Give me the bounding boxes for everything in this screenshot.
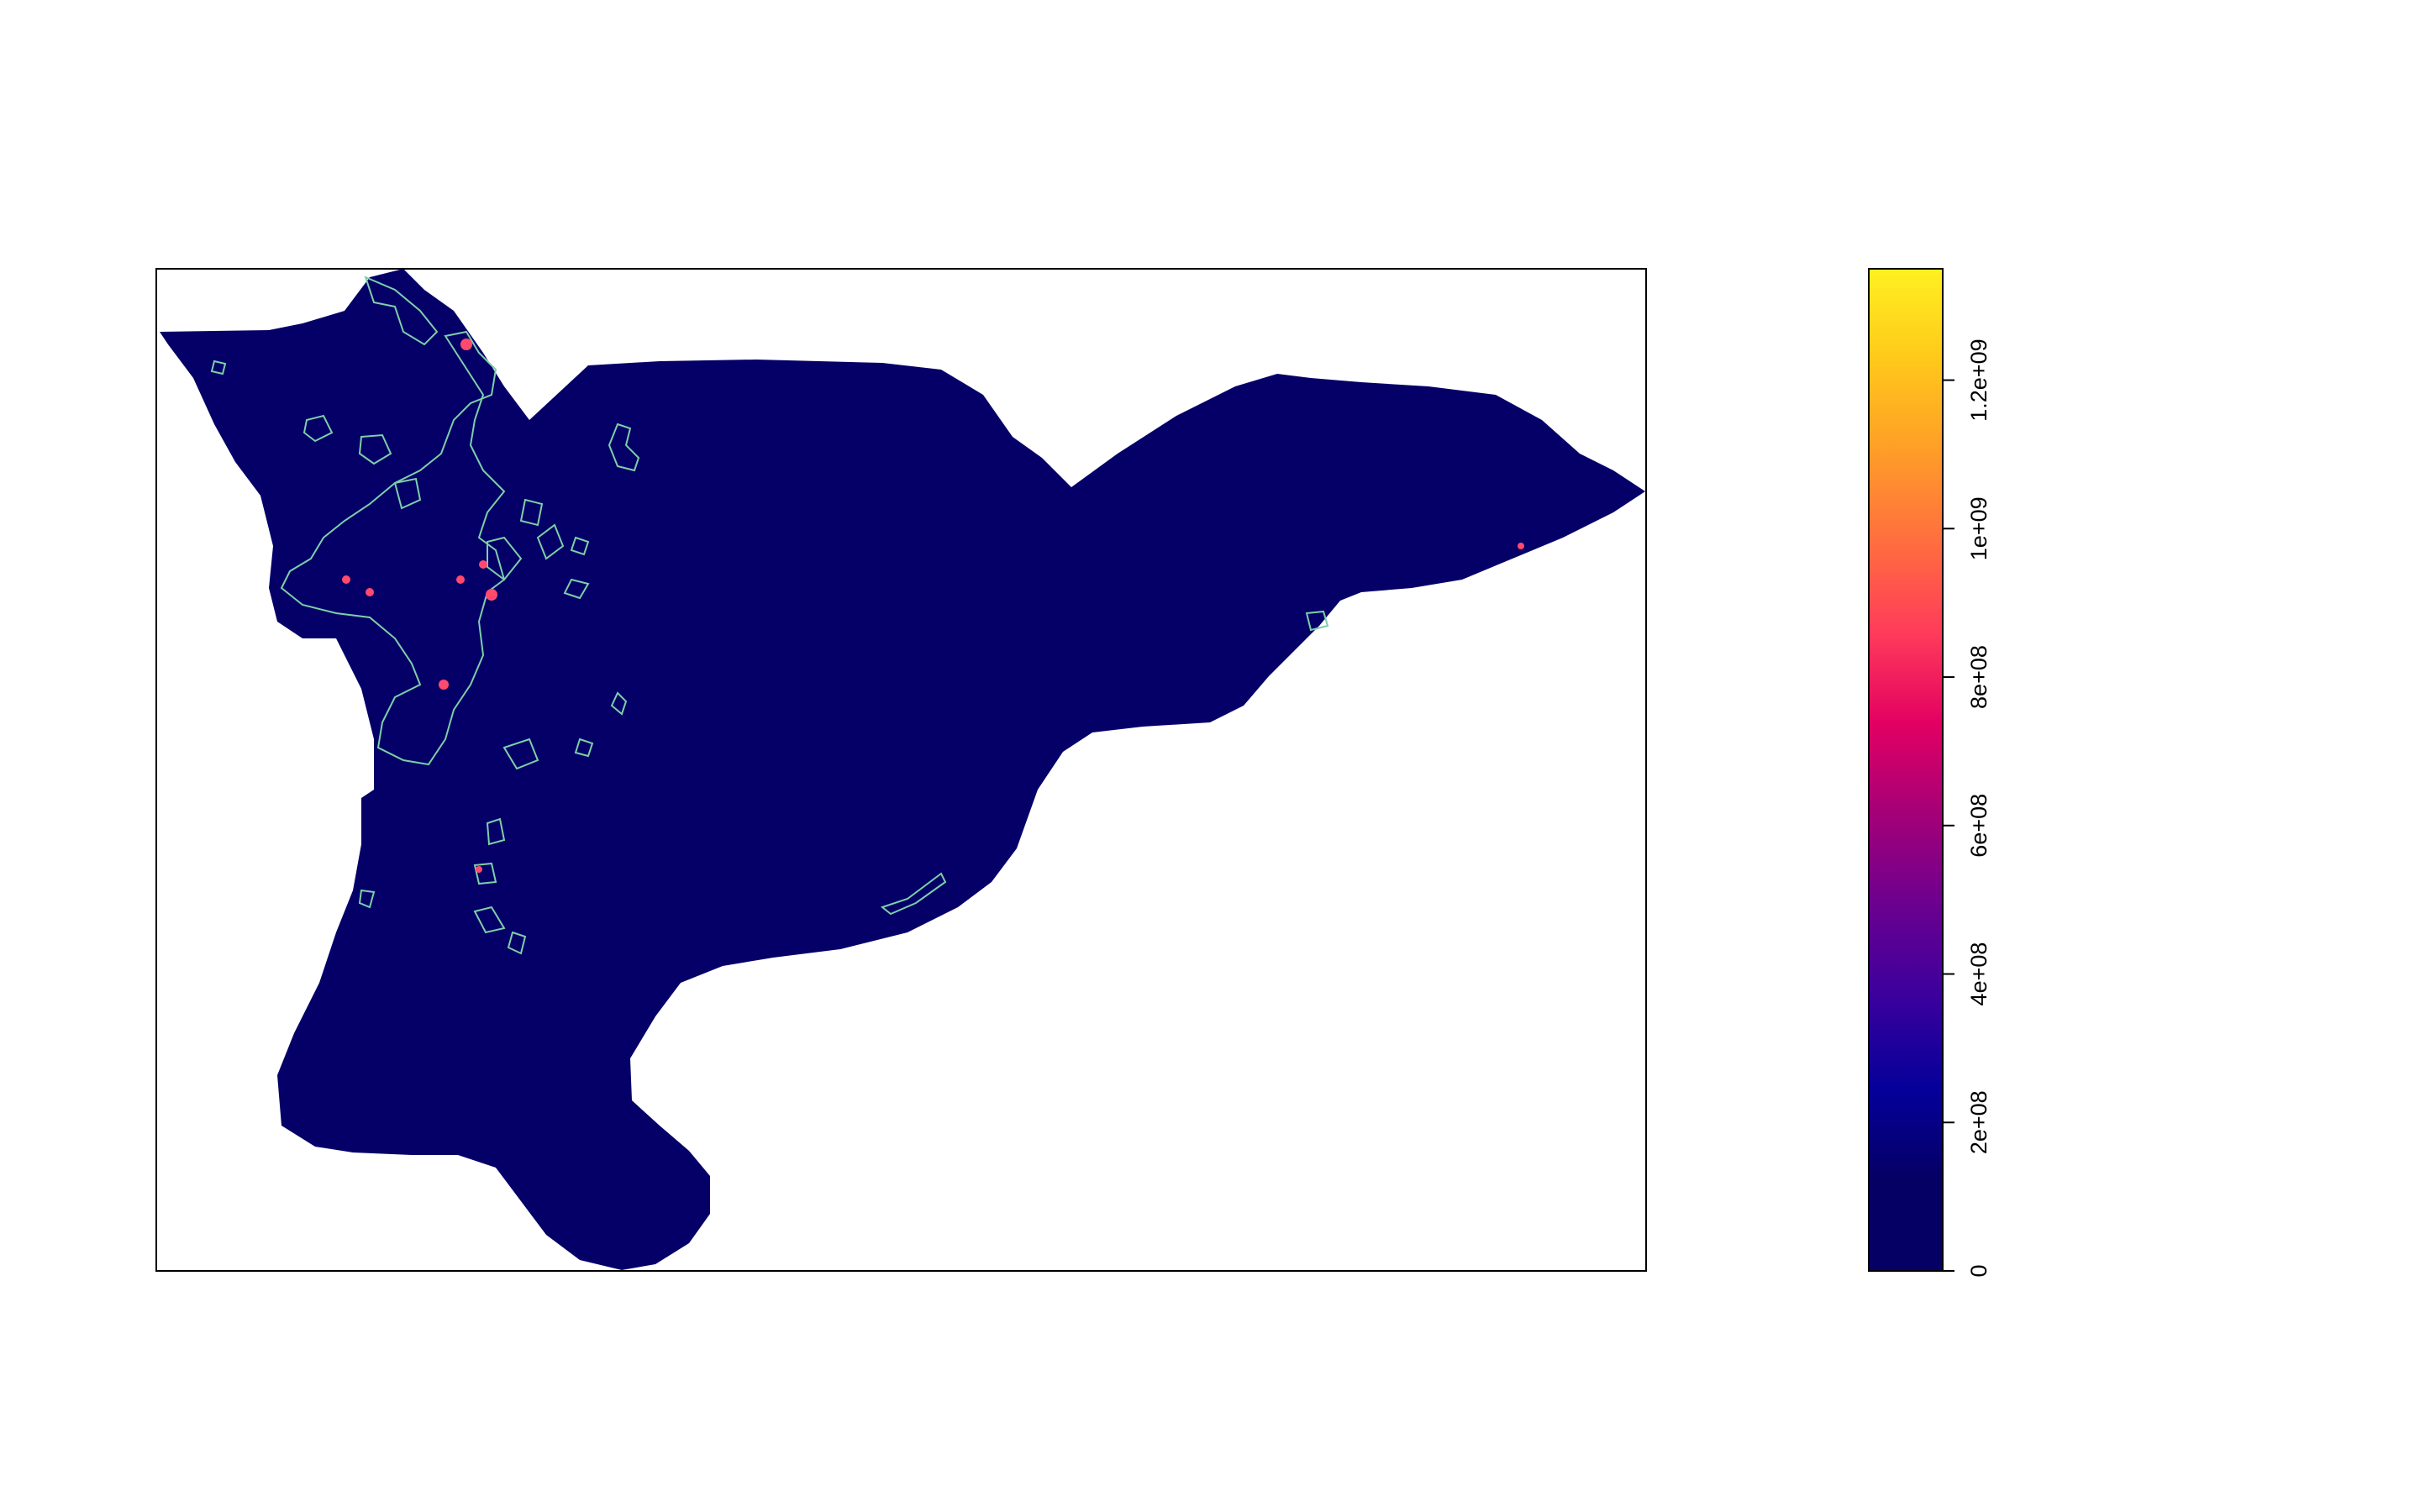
legend-ticks: 0 2e+08 4e+08 6e+08 8e+08 1e+09 1.2e+09 bbox=[1943, 339, 1991, 1278]
contour-line bbox=[610, 691, 628, 716]
hotspot bbox=[486, 589, 497, 601]
hotspot bbox=[456, 575, 465, 584]
hotspot bbox=[479, 560, 487, 569]
legend-tick-label: 8e+08 bbox=[1966, 645, 1991, 709]
legend-tick-label: 0 bbox=[1966, 1264, 1991, 1277]
hotspot bbox=[439, 680, 449, 690]
legend-tick-label: 1.2e+09 bbox=[1966, 339, 1991, 421]
contour-line bbox=[487, 536, 523, 581]
hotspot bbox=[476, 866, 482, 873]
contour-line bbox=[280, 330, 506, 766]
contour-line bbox=[473, 862, 497, 885]
contour-line bbox=[486, 817, 506, 846]
contour-line bbox=[393, 477, 422, 510]
legend-tick-label: 6e+08 bbox=[1966, 794, 1991, 858]
contour-line bbox=[574, 738, 594, 758]
map-panel bbox=[160, 269, 1645, 1270]
contour-line bbox=[880, 872, 947, 916]
study-region bbox=[160, 269, 1645, 1270]
hotspot bbox=[366, 588, 374, 596]
contour-line bbox=[502, 738, 539, 770]
legend-bar bbox=[1868, 268, 1944, 1272]
legend-tick-label: 2e+08 bbox=[1966, 1090, 1991, 1154]
legend-tick-label: 1e+09 bbox=[1966, 496, 1991, 560]
hotspot bbox=[1518, 543, 1524, 549]
contour-line bbox=[507, 931, 527, 955]
contour-line bbox=[358, 889, 376, 909]
contour-line bbox=[536, 523, 565, 560]
plot-frame bbox=[155, 268, 1647, 1272]
contour-line bbox=[570, 536, 590, 556]
contour-line bbox=[563, 578, 590, 600]
contour-line bbox=[608, 423, 640, 472]
contour-line bbox=[473, 906, 506, 934]
hotspot bbox=[342, 575, 350, 584]
hotspot bbox=[460, 339, 472, 350]
contour-line bbox=[1305, 610, 1329, 632]
contour-line bbox=[358, 433, 392, 465]
contour-line bbox=[210, 360, 227, 375]
legend-tick-label: 4e+08 bbox=[1966, 942, 1991, 1006]
legend-colorbar: 0 2e+08 4e+08 6e+08 8e+08 1e+09 1.2e+09 bbox=[1868, 268, 1991, 1278]
contour-line bbox=[364, 276, 439, 346]
hotspots bbox=[342, 339, 1524, 873]
contour-lines bbox=[210, 276, 1329, 955]
contour-line bbox=[519, 498, 544, 527]
contour-line bbox=[302, 414, 334, 443]
